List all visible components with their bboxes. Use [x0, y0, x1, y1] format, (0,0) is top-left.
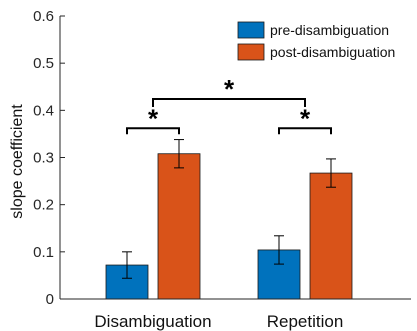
y-tick-label: 0.5	[33, 55, 54, 72]
legend-swatch	[237, 43, 265, 61]
significance-star: *	[224, 74, 235, 104]
x-category-label: Disambiguation	[94, 312, 211, 331]
x-axis-category-labels: Disambiguation Repetition	[94, 312, 343, 331]
legend-swatch	[237, 21, 265, 39]
bars	[105, 153, 353, 300]
y-axis-ticks: 0 0.1 0.2 0.3 0.4 0.5 0.6	[33, 8, 65, 308]
error-bars	[122, 139, 336, 279]
significance-bracket	[152, 98, 306, 108]
y-tick-label: 0.6	[33, 8, 54, 25]
y-tick-label: 0	[46, 291, 54, 308]
significance-markers: * * *	[126, 74, 332, 135]
bar	[309, 172, 353, 300]
legend-label: post-disambiguation	[270, 44, 395, 60]
y-tick-label: 0.3	[33, 150, 54, 167]
significance-bracket	[278, 127, 332, 135]
y-tick-label: 0.2	[33, 197, 54, 214]
significance-star: *	[148, 103, 159, 133]
significance-bracket	[126, 127, 180, 135]
y-axis-title: slope coefficient	[9, 104, 26, 219]
significance-star: *	[300, 103, 311, 133]
bar	[157, 153, 201, 300]
legend-label: pre-disambiguation	[270, 22, 389, 38]
legend: pre-disambiguation post-disambiguation	[237, 21, 395, 61]
x-category-label: Repetition	[267, 312, 344, 331]
y-tick-label: 0.4	[33, 102, 54, 119]
y-tick-label: 0.1	[33, 244, 54, 261]
